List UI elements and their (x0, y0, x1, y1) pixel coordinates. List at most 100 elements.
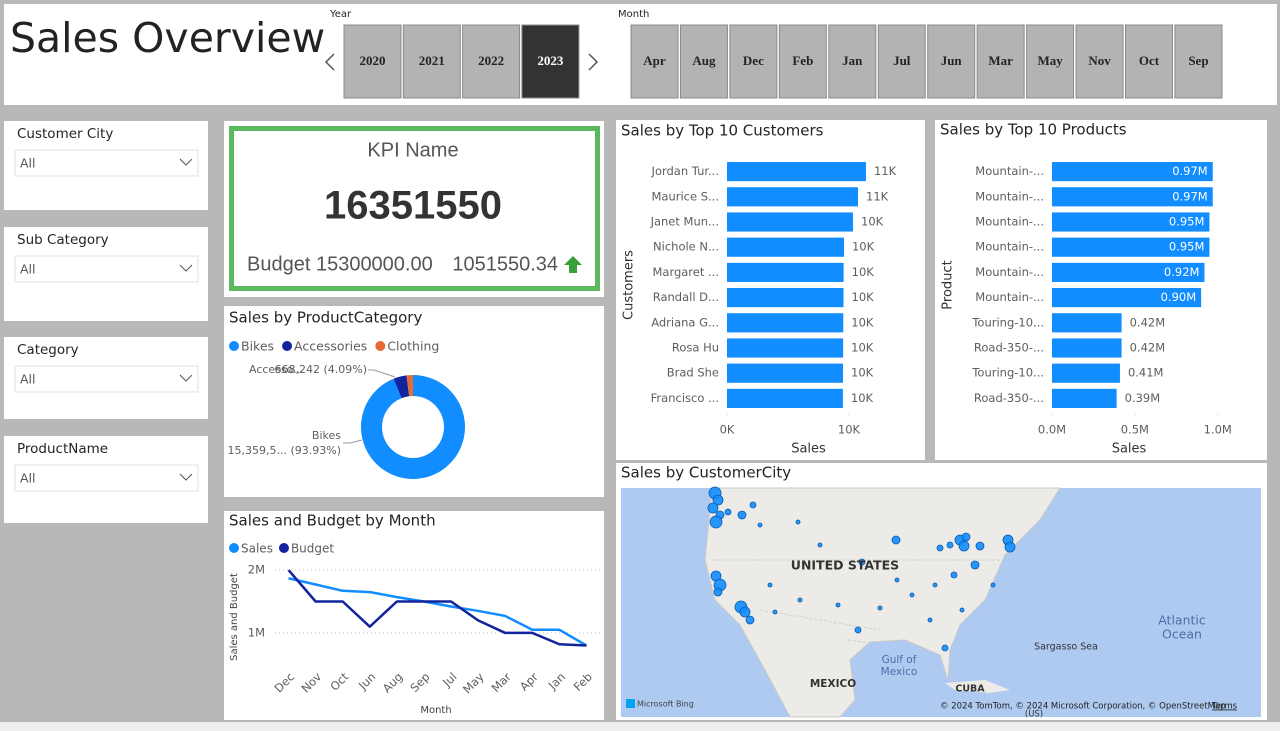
month-button[interactable] (729, 24, 778, 99)
year-button-label[interactable]: 2023 (537, 53, 564, 68)
y-tick-label: Francisco ... (651, 391, 719, 405)
city-dot[interactable] (941, 644, 949, 652)
data-label: 0.39M (1125, 391, 1161, 405)
bar (1052, 187, 1213, 207)
filter-chevron[interactable] (179, 264, 193, 272)
city-dot[interactable] (709, 515, 723, 529)
city-dot[interactable] (835, 602, 841, 608)
filter-chevron[interactable] (179, 473, 193, 481)
city-dot[interactable] (961, 532, 971, 542)
city-dot[interactable] (707, 502, 719, 514)
year-button[interactable] (402, 24, 461, 99)
y-tick-label: Brad She (667, 366, 719, 380)
city-dot[interactable] (712, 494, 724, 506)
city-dot[interactable] (858, 558, 866, 566)
filter-value[interactable]: All (20, 156, 36, 171)
city-dot[interactable] (990, 582, 996, 588)
city-dot[interactable] (797, 597, 803, 603)
kpi-variance: 1051550.34 (452, 253, 558, 275)
month-button-label[interactable]: May (1037, 53, 1063, 68)
filter-value[interactable]: All (20, 262, 36, 277)
month-button-label[interactable]: Dec (743, 53, 764, 68)
month-button[interactable] (1026, 24, 1075, 99)
y-tick-label: Touring-10... (971, 366, 1044, 380)
month-button-label[interactable]: Oct (1139, 53, 1160, 68)
city-dot[interactable] (1004, 541, 1016, 553)
city-dot[interactable] (737, 510, 747, 520)
month-button[interactable] (1075, 24, 1124, 99)
month-button[interactable] (630, 24, 679, 99)
city-dot[interactable] (745, 615, 755, 625)
month-button[interactable] (778, 24, 827, 99)
city-dot[interactable] (958, 540, 970, 552)
data-label: 10K (861, 215, 884, 229)
city-dot[interactable] (891, 535, 901, 545)
filter-label: Category (17, 342, 79, 358)
filter-dropdown[interactable] (14, 464, 199, 492)
filter-dropdown[interactable] (14, 365, 199, 393)
month-button-label[interactable]: Sep (1188, 53, 1208, 68)
month-button-label[interactable]: Jan (842, 53, 863, 68)
city-dot[interactable] (749, 501, 757, 509)
map-terms[interactable]: Terms (1211, 702, 1238, 712)
city-dot[interactable] (932, 582, 938, 588)
city-dot[interactable] (894, 577, 900, 583)
city-dot[interactable] (739, 606, 751, 618)
month-button-label[interactable]: Feb (792, 53, 813, 68)
year-button[interactable] (343, 24, 402, 99)
month-button[interactable] (927, 24, 976, 99)
city-dot[interactable] (927, 617, 933, 623)
month-button-label[interactable]: Jul (893, 53, 911, 68)
filter-chevron[interactable] (179, 374, 193, 382)
chart-title: Sales by ProductCategory (229, 309, 422, 327)
city-dot[interactable] (724, 508, 732, 516)
month-button[interactable] (877, 24, 926, 99)
data-label: 11K (866, 189, 889, 203)
city-dot[interactable] (713, 587, 723, 597)
month-button-label[interactable]: Aug (692, 53, 716, 68)
year-button[interactable] (521, 24, 580, 99)
city-dot[interactable] (959, 607, 965, 613)
city-dot[interactable] (909, 592, 915, 598)
city-dot[interactable] (975, 541, 985, 551)
city-dot[interactable] (936, 544, 944, 552)
data-label: 10K (851, 341, 874, 355)
city-dot[interactable] (772, 609, 778, 615)
month-button[interactable] (1174, 24, 1223, 99)
data-label: 10K (852, 290, 875, 304)
city-dot[interactable] (767, 582, 773, 588)
month-button[interactable] (828, 24, 877, 99)
month-button[interactable] (976, 24, 1025, 99)
legend-label: Bikes (241, 339, 274, 354)
leader-line (343, 439, 363, 444)
city-dot[interactable] (970, 560, 980, 570)
year-button[interactable] (462, 24, 521, 99)
filter-chevron[interactable] (179, 158, 193, 166)
month-button-label[interactable]: Jun (941, 53, 963, 68)
bar (727, 388, 843, 408)
filters: Customer City All Sub Category All Category A… (4, 121, 208, 523)
filter-dropdown[interactable] (14, 149, 199, 177)
city-dot[interactable] (877, 605, 883, 611)
city-dot[interactable] (946, 541, 954, 549)
city-dot[interactable] (817, 542, 823, 548)
year-button-label[interactable]: 2022 (478, 53, 504, 68)
city-dot[interactable] (795, 519, 801, 525)
city-dot[interactable] (757, 522, 763, 528)
filter-dropdown[interactable] (14, 255, 199, 283)
prev-arrow[interactable] (324, 53, 335, 71)
city-dot[interactable] (854, 626, 862, 634)
month-button-label[interactable]: Mar (988, 53, 1013, 68)
year-button-label[interactable]: 2020 (360, 53, 386, 68)
city-dot[interactable] (950, 571, 958, 579)
filter-value[interactable]: All (20, 372, 36, 387)
month-button[interactable] (1125, 24, 1173, 99)
month-button[interactable] (679, 24, 728, 99)
map-island (945, 680, 1010, 693)
month-button-label[interactable]: Apr (643, 53, 666, 68)
filter-value[interactable]: All (20, 471, 36, 486)
month-button-label[interactable]: Nov (1088, 53, 1111, 68)
bar (727, 338, 844, 358)
next-arrow[interactable] (588, 53, 599, 71)
year-button-label[interactable]: 2021 (419, 53, 445, 68)
